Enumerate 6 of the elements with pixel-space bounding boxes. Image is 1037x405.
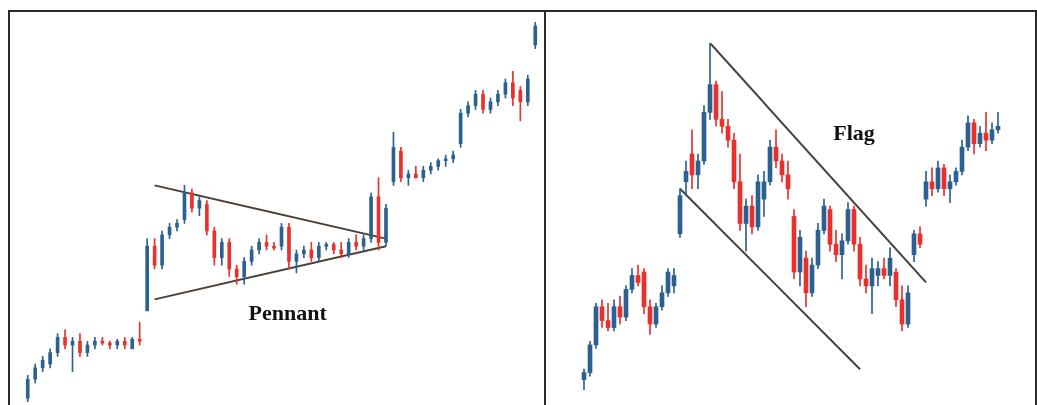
- annotation: Pennant: [248, 300, 328, 326]
- candlestick: [137, 321, 142, 346]
- annotation: Flag: [833, 119, 875, 145]
- candlestick: [719, 91, 725, 134]
- candlestick: [339, 242, 344, 258]
- candlestick: [443, 154, 448, 167]
